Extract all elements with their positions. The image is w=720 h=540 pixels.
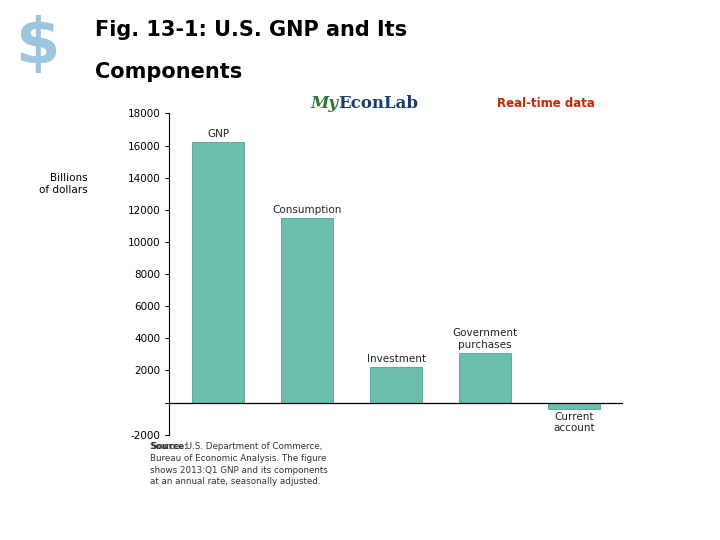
Text: GNP: GNP [207,130,229,139]
Y-axis label: Billions
of dollars: Billions of dollars [39,173,88,195]
Text: Real-time data: Real-time data [497,97,595,111]
Text: 13-6: 13-6 [677,516,702,525]
Text: Investment: Investment [366,354,426,364]
Text: Consumption: Consumption [272,205,342,215]
Text: Source:: Source: [150,442,188,451]
Bar [370,367,422,403]
Bar [459,353,510,403]
Bar [282,218,333,403]
Text: EconLab: EconLab [338,96,418,112]
Text: Government
purchases: Government purchases [452,328,518,350]
Bar [548,403,600,409]
Bar [192,143,244,403]
Text: My: My [310,96,338,112]
Text: Components: Components [95,63,242,83]
Text: Source: U.S. Department of Commerce,
Bureau of Economic Analysis. The figure
sho: Source: U.S. Department of Commerce, Bur… [150,442,328,487]
Text: Current
account: Current account [553,412,595,434]
Text: Copyright © 2015 Pearson Education, Inc. All rights reserved.: Copyright © 2015 Pearson Education, Inc.… [11,516,333,525]
Text: $: $ [16,15,60,77]
Text: Fig. 13-1: U.S. GNP and Its: Fig. 13-1: U.S. GNP and Its [95,20,407,40]
